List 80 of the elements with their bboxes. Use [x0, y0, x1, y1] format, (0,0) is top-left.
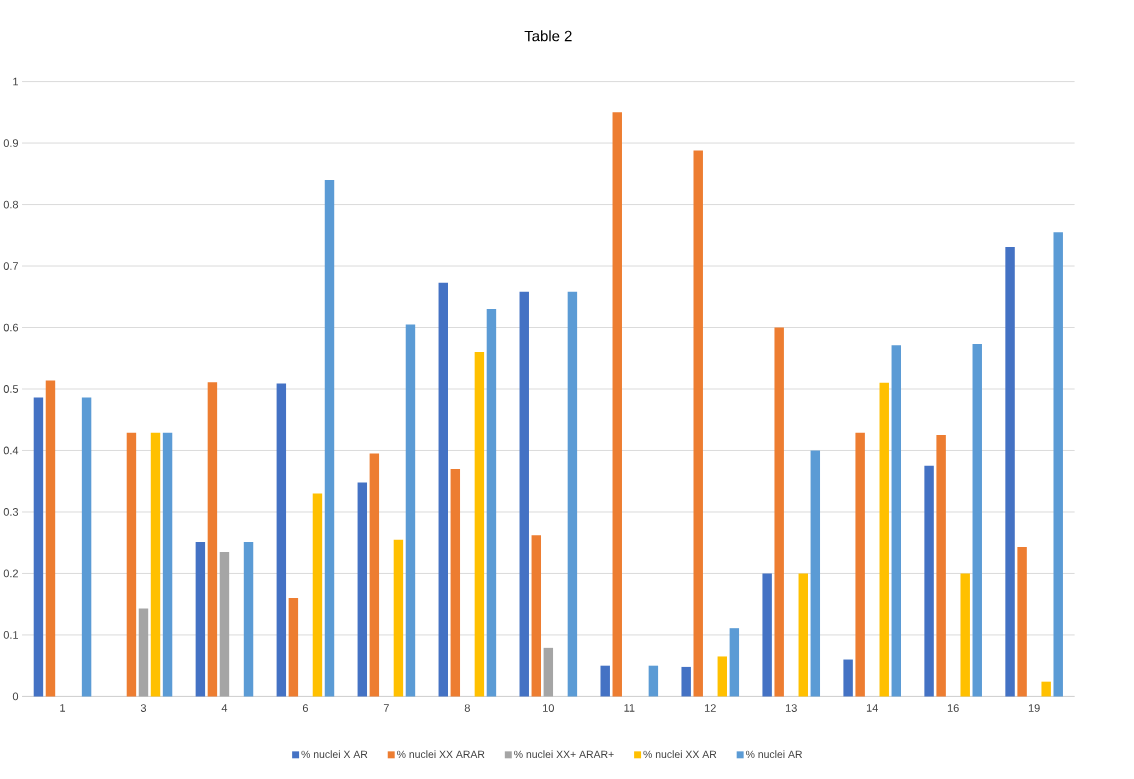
bar — [195, 542, 206, 697]
bar — [312, 493, 323, 697]
bar — [1053, 232, 1063, 697]
y-tick-label: 0.5 — [3, 385, 19, 393]
x-tick-label: 4 — [221, 704, 228, 712]
bar — [648, 665, 659, 697]
y-tick-label: 0.9 — [3, 139, 18, 147]
bar — [612, 112, 622, 697]
bar — [855, 432, 865, 697]
bar — [1017, 547, 1027, 697]
bar — [219, 551, 230, 697]
y-tick-label: 0 — [12, 692, 19, 701]
bar — [243, 542, 254, 697]
bar — [567, 291, 578, 697]
bar — [531, 535, 542, 697]
legend-label: % nuclei AR — [746, 750, 803, 758]
x-tick-label: 1 — [60, 704, 66, 712]
bar — [276, 383, 287, 697]
bar — [357, 482, 368, 697]
bar — [450, 468, 461, 697]
bar — [45, 380, 56, 697]
x-tick-label: 6 — [302, 704, 308, 712]
bar — [972, 344, 982, 697]
x-tick-label: 13 — [785, 704, 797, 712]
x-tick-label: 16 — [947, 704, 959, 712]
bar — [843, 659, 853, 697]
bar — [33, 397, 44, 697]
chart-title: Table 2 — [524, 30, 572, 42]
bar — [798, 573, 808, 697]
bar — [891, 345, 901, 697]
bar — [369, 453, 380, 697]
x-tick-label: 3 — [140, 704, 147, 712]
bar — [543, 647, 554, 697]
bar — [126, 432, 137, 697]
bar — [717, 656, 728, 697]
x-tick-label: 19 — [1028, 704, 1040, 712]
y-tick-label: 0.1 — [3, 631, 18, 639]
bar — [393, 539, 404, 697]
bar — [81, 397, 92, 697]
x-tick-label: 7 — [383, 704, 389, 712]
bar — [150, 432, 161, 697]
bar — [1041, 681, 1051, 697]
bar — [936, 435, 946, 697]
bar — [774, 327, 784, 697]
y-tick-label: 0.4 — [3, 446, 19, 455]
legend-label: % nuclei XX+ ARAR+ — [514, 750, 614, 758]
bar — [693, 150, 703, 697]
y-tick-label: 0.7 — [3, 262, 18, 270]
y-tick-label: 0.2 — [3, 569, 18, 578]
x-tick-label: 14 — [866, 704, 878, 712]
x-tick-label: 12 — [705, 704, 716, 712]
bar — [324, 179, 335, 697]
bar — [681, 666, 691, 697]
y-tick-label: 0.6 — [3, 323, 19, 332]
x-tick-label: 10 — [543, 704, 554, 712]
bar — [486, 309, 497, 697]
bar — [1005, 246, 1015, 697]
y-tick-label: 0.8 — [3, 200, 19, 209]
legend-label: % nuclei XX AR — [643, 750, 717, 758]
bar — [519, 291, 529, 697]
y-tick-label: 0.3 — [3, 508, 19, 516]
x-tick-label: 8 — [464, 704, 470, 712]
bar — [960, 573, 970, 697]
bar — [810, 450, 821, 697]
bar — [288, 598, 299, 697]
legend-label: % nuclei X AR — [301, 750, 368, 758]
bar — [438, 282, 448, 697]
bar — [162, 432, 173, 697]
x-tick-label: 11 — [624, 704, 635, 712]
bar — [474, 352, 485, 697]
bar — [405, 324, 416, 697]
y-tick-label: 1 — [13, 77, 18, 86]
bar — [600, 665, 610, 697]
bar — [207, 382, 218, 697]
bar — [879, 382, 889, 697]
legend-label: % nuclei XX ARAR — [397, 750, 485, 758]
bar — [729, 628, 740, 697]
bar — [762, 573, 772, 697]
bar — [924, 465, 934, 697]
bar — [138, 608, 149, 697]
